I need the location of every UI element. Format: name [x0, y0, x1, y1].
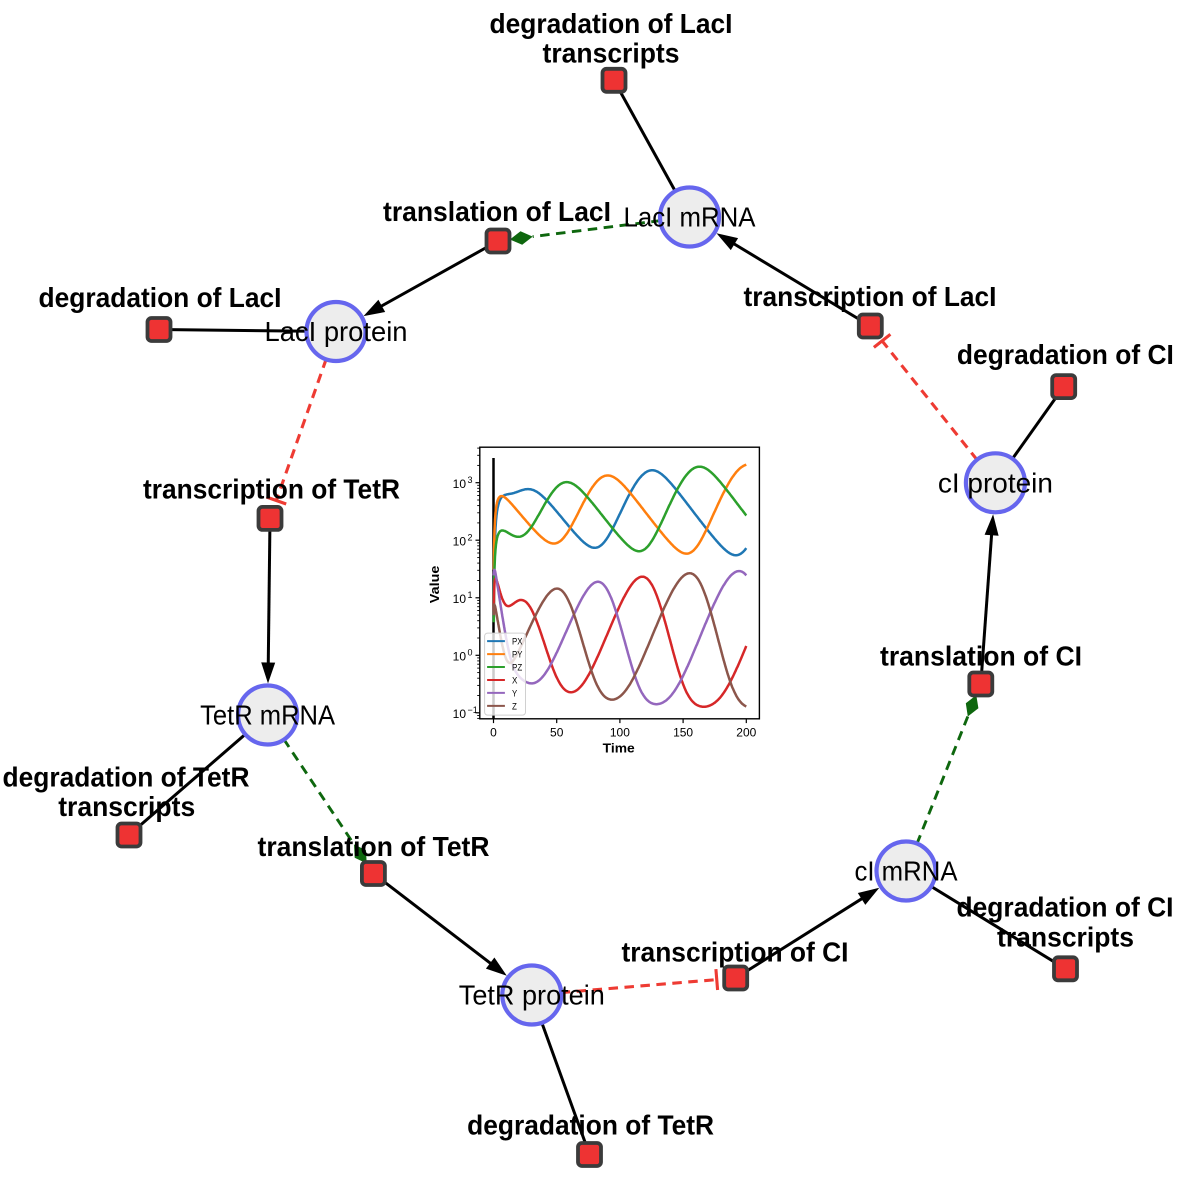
svg-text:200: 200	[736, 725, 756, 739]
svg-text:TetR protein: TetR protein	[459, 980, 605, 1011]
svg-text:degradation of TetR: degradation of TetR	[3, 761, 250, 792]
svg-text:transcripts: transcripts	[58, 791, 195, 822]
svg-text:translation of TetR: translation of TetR	[258, 831, 490, 862]
svg-text:degradation of LacI: degradation of LacI	[39, 282, 282, 313]
svg-text:X: X	[512, 676, 518, 687]
svg-text:150: 150	[673, 725, 693, 739]
svg-text:3: 3	[468, 475, 473, 485]
svg-text:LacI protein: LacI protein	[265, 316, 408, 347]
svg-text:−1: −1	[468, 705, 478, 715]
svg-text:10: 10	[453, 477, 467, 491]
svg-text:10: 10	[453, 650, 467, 664]
svg-text:PX: PX	[512, 637, 523, 648]
svg-text:TetR mRNA: TetR mRNA	[200, 700, 335, 731]
svg-text:translation of CI: translation of CI	[880, 640, 1082, 671]
svg-text:degradation of CI: degradation of CI	[957, 339, 1174, 370]
svg-text:1: 1	[468, 590, 473, 600]
svg-text:degradation of CI: degradation of CI	[957, 891, 1174, 922]
svg-text:cI mRNA: cI mRNA	[855, 856, 958, 887]
svg-text:Y: Y	[512, 688, 518, 699]
svg-text:10: 10	[453, 535, 467, 549]
svg-text:LacI mRNA: LacI mRNA	[624, 202, 756, 233]
svg-text:Z: Z	[512, 701, 517, 712]
svg-text:Value: Value	[427, 566, 442, 604]
svg-text:transcripts: transcripts	[997, 922, 1134, 953]
svg-text:transcription of TetR: transcription of TetR	[143, 473, 400, 504]
svg-text:degradation of LacI: degradation of LacI	[490, 8, 733, 39]
svg-text:0: 0	[490, 725, 497, 739]
svg-text:50: 50	[550, 725, 564, 739]
svg-text:10: 10	[453, 592, 467, 606]
svg-text:cI protein: cI protein	[938, 467, 1053, 498]
svg-text:0: 0	[468, 647, 473, 657]
svg-text:degradation of TetR: degradation of TetR	[467, 1109, 714, 1140]
svg-text:10: 10	[453, 707, 467, 721]
svg-text:translation of LacI: translation of LacI	[383, 196, 611, 227]
svg-text:PZ: PZ	[512, 663, 522, 674]
svg-text:transcription of LacI: transcription of LacI	[744, 281, 997, 312]
svg-text:2: 2	[468, 532, 473, 542]
svg-text:transcripts: transcripts	[543, 38, 680, 69]
svg-text:Time: Time	[603, 741, 635, 756]
svg-text:PY: PY	[512, 650, 523, 661]
svg-text:100: 100	[610, 725, 630, 739]
svg-text:transcription of CI: transcription of CI	[622, 937, 849, 968]
